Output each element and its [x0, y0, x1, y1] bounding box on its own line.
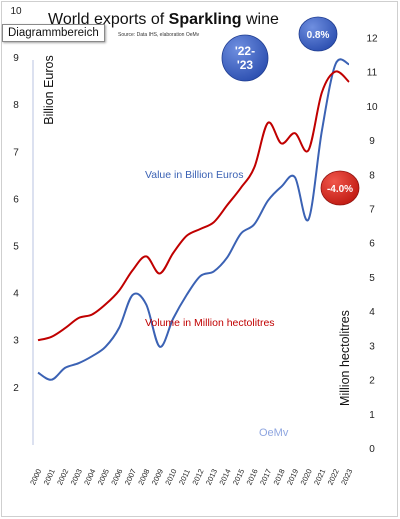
y-left-tick-2: 2 [13, 383, 19, 394]
y-right-tick-2: 2 [369, 376, 375, 387]
y-left-tick-10: 10 [10, 6, 22, 17]
chart-source: Source: Data IHS, elaboration OeMv [118, 32, 200, 38]
series-label-value: Value in Billion Euros [145, 169, 243, 181]
x-tick-2008: 2008 [136, 467, 151, 486]
y-left-tick-5: 5 [13, 241, 19, 252]
x-tick-2021: 2021 [312, 467, 327, 486]
x-tick-2002: 2002 [55, 467, 70, 486]
x-tick-labels: 2000200120022003200420052006200720082009… [28, 467, 354, 486]
y-left-tick-3: 3 [13, 336, 19, 347]
x-tick-2019: 2019 [285, 467, 300, 486]
y-right-tick-10: 10 [366, 102, 378, 113]
period-badge-text: '22- [235, 44, 255, 58]
y-left-label: Billion Euros [42, 55, 56, 124]
x-tick-2016: 2016 [244, 467, 259, 486]
x-tick-2014: 2014 [217, 467, 232, 486]
y-right-tick-11: 11 [367, 68, 378, 79]
x-tick-2022: 2022 [326, 467, 341, 486]
period-badge: '22- '23 [221, 34, 269, 82]
y-right-tick-12: 12 [366, 33, 378, 44]
y-left-tick-7: 7 [13, 147, 19, 158]
y-right-tick-0: 0 [369, 444, 375, 455]
series-label-volume: Volume in Million hectolitres [145, 317, 275, 329]
y-right-label: Million hectolitres [338, 310, 352, 406]
y-left-tick-8: 8 [13, 100, 19, 111]
y-right-tick-7: 7 [369, 204, 375, 215]
y-right-tick-1: 1 [369, 410, 375, 421]
x-tick-2001: 2001 [42, 467, 57, 486]
x-tick-2009: 2009 [150, 467, 165, 486]
chart-title: World exports of Sparkling wine [48, 11, 279, 28]
y-right-tick-8: 8 [369, 170, 375, 181]
x-tick-2023: 2023 [339, 467, 354, 486]
y-right-tick-4: 4 [369, 307, 375, 318]
x-tick-2011: 2011 [177, 468, 192, 486]
y-left-tick-labels: 2 3 4 5 6 7 8 9 10 [10, 6, 22, 394]
x-tick-2015: 2015 [231, 467, 246, 486]
x-tick-2020: 2020 [299, 467, 314, 486]
series-line-value[interactable] [37, 58, 350, 381]
y-right-tick-9: 9 [369, 136, 375, 147]
x-tick-2018: 2018 [272, 467, 287, 486]
value-change-badge: 0.8% [298, 16, 338, 52]
volume-change-badge: -4.0% [320, 170, 360, 206]
x-tick-2003: 2003 [69, 467, 84, 486]
watermark: OeMv [259, 427, 289, 439]
y-right-tick-5: 5 [369, 273, 375, 284]
svg-text:'23: '23 [237, 58, 254, 72]
y-left-tick-6: 6 [13, 194, 19, 205]
x-tick-2013: 2013 [204, 467, 219, 486]
x-tick-2006: 2006 [109, 467, 124, 486]
x-tick-2007: 2007 [123, 467, 138, 486]
y-left-tick-9: 9 [13, 53, 19, 64]
x-tick-2005: 2005 [96, 467, 111, 486]
x-tick-2010: 2010 [163, 467, 178, 486]
y-right-tick-6: 6 [369, 239, 375, 250]
x-tick-2017: 2017 [258, 467, 273, 486]
x-tick-2012: 2012 [190, 467, 205, 486]
y-left-tick-4: 4 [13, 289, 19, 300]
x-tick-2000: 2000 [28, 467, 43, 486]
x-tick-2004: 2004 [82, 467, 97, 486]
value-change-text: 0.8% [307, 30, 330, 41]
series-line-volume[interactable] [37, 70, 350, 342]
y-right-tick-3: 3 [369, 341, 375, 352]
volume-change-text: -4.0% [327, 184, 353, 195]
chart-area-tooltip: Diagrammbereich [2, 24, 105, 42]
